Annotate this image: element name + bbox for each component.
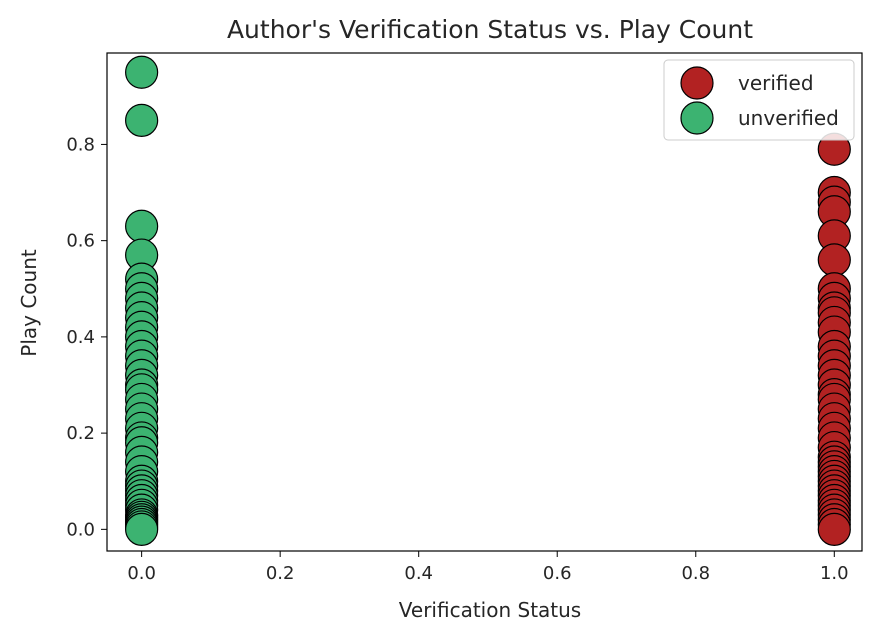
x-tick-label-4: 0.8 xyxy=(681,563,710,584)
chart-title: Author's Verification Status vs. Play Co… xyxy=(227,15,753,44)
y-axis: 0.0 0.2 0.4 0.6 0.8 xyxy=(66,134,107,540)
y-tick-label-0: 0.0 xyxy=(66,519,95,540)
legend-marker-unverified xyxy=(680,101,714,135)
x-axis: 0.0 0.2 0.4 0.6 0.8 1.0 xyxy=(127,551,849,584)
y-tick-label-2: 0.4 xyxy=(66,327,95,348)
x-tick-label-1: 0.2 xyxy=(266,563,295,584)
y-tick-label-3: 0.6 xyxy=(66,231,95,252)
point-unverified-2 xyxy=(125,209,159,243)
legend-label-verified: verified xyxy=(738,71,814,95)
point-unverified-1 xyxy=(125,103,159,137)
plot-frame xyxy=(106,52,863,552)
point-verified-5 xyxy=(817,243,851,277)
y-tick-label-4: 0.8 xyxy=(66,134,95,155)
legend: verified unverified xyxy=(663,59,855,141)
legend-marker-verified xyxy=(680,66,714,100)
x-tick-label-5: 1.0 xyxy=(820,563,849,584)
x-tick-label-2: 0.4 xyxy=(404,563,433,584)
x-tick-label-3: 0.6 xyxy=(543,563,572,584)
point-verified-39 xyxy=(817,512,851,546)
x-tick-label-0: 0.0 xyxy=(127,563,156,584)
plot-points xyxy=(125,55,851,546)
x-axis-label: Verification Status xyxy=(399,598,581,622)
y-axis-label: Play Count xyxy=(17,249,41,357)
point-unverified-0 xyxy=(125,55,159,89)
point-unverified-39 xyxy=(125,512,159,546)
legend-label-unverified: unverified xyxy=(738,106,839,130)
y-tick-label-1: 0.2 xyxy=(66,423,95,444)
